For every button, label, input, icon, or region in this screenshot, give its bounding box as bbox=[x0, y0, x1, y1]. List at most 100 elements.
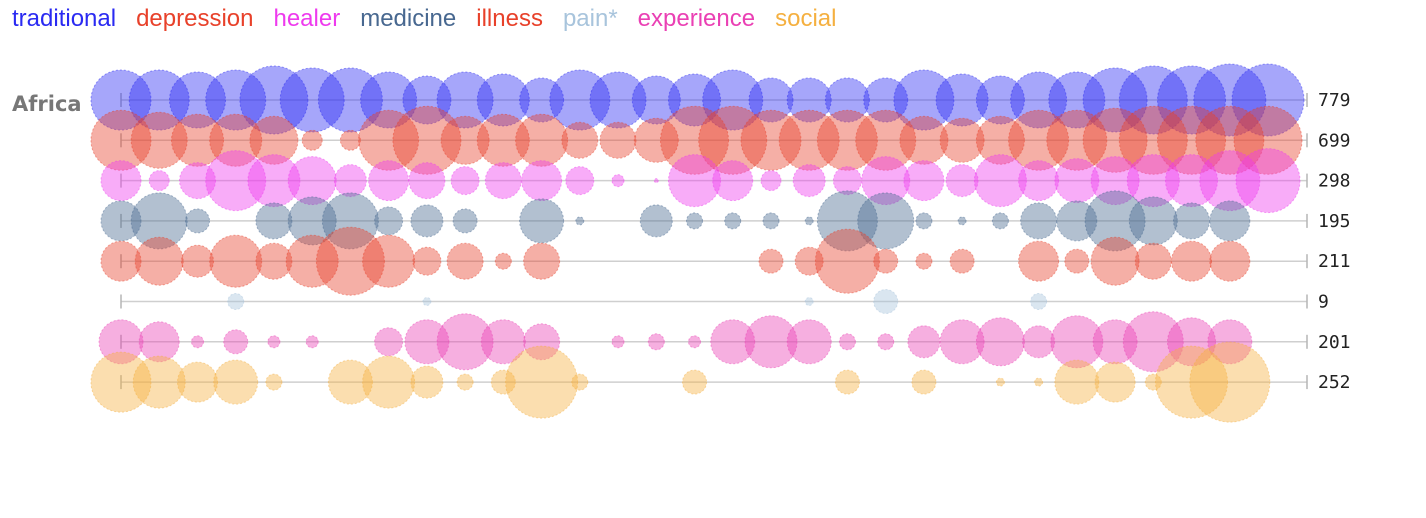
bubble-1-25 bbox=[1046, 109, 1108, 171]
bubble-4-5 bbox=[285, 234, 339, 288]
bubble-1-26 bbox=[1082, 107, 1148, 173]
bubble-1-12 bbox=[561, 121, 599, 159]
bubble-2-11 bbox=[521, 160, 563, 202]
bubble-6-18 bbox=[877, 333, 895, 351]
bubble-0-5 bbox=[279, 67, 345, 133]
bubble-6-8 bbox=[436, 313, 494, 371]
bubble-1-4 bbox=[249, 115, 299, 165]
legend-item-3: medicine bbox=[360, 5, 457, 32]
bubble-6-16 bbox=[786, 319, 832, 365]
bubble-6-0 bbox=[98, 319, 144, 365]
bubble-6-7 bbox=[404, 319, 450, 365]
bubble-7-16 bbox=[1034, 377, 1044, 387]
bubble-6-4 bbox=[267, 335, 281, 349]
bubble-0-29 bbox=[1193, 63, 1267, 137]
bubble-3-5 bbox=[321, 192, 379, 250]
bubble-0-25 bbox=[1048, 71, 1106, 129]
bubble-2-1 bbox=[148, 170, 170, 192]
bubble-6-24 bbox=[1092, 319, 1138, 365]
bubble-0-28 bbox=[1157, 65, 1226, 135]
bubble-6-22 bbox=[1022, 325, 1056, 359]
bubble-6-19 bbox=[907, 325, 941, 359]
bubble-6-17 bbox=[838, 333, 856, 351]
bubble-3-25 bbox=[1173, 202, 1210, 240]
bubble-7-15 bbox=[995, 377, 1005, 387]
bubble-2-3 bbox=[205, 150, 267, 212]
bubble-3-12 bbox=[686, 212, 703, 230]
bubble-7-7 bbox=[410, 365, 444, 399]
bubble-1-21 bbox=[899, 115, 949, 165]
legend: traditional depression healer medicine illne… bbox=[12, 4, 836, 34]
bubble-1-14 bbox=[633, 117, 679, 163]
bubble-5-3 bbox=[873, 289, 899, 314]
bubble-2-8 bbox=[408, 162, 446, 200]
bubble-3-23 bbox=[1084, 190, 1146, 252]
bubble-4-13 bbox=[794, 246, 824, 276]
bubble-7-11 bbox=[571, 373, 589, 391]
row-total-4: 211 bbox=[1318, 251, 1351, 272]
bubble-4-6 bbox=[315, 226, 385, 296]
bubble-2-30 bbox=[1235, 148, 1301, 214]
bubble-6-9 bbox=[480, 319, 526, 365]
bubble-2-17 bbox=[760, 170, 782, 192]
region-label: Africa bbox=[12, 92, 82, 116]
bubble-2-19 bbox=[832, 166, 862, 196]
bubble-2-5 bbox=[287, 156, 337, 206]
bubble-2-29 bbox=[1199, 150, 1261, 212]
bubble-3-10 bbox=[575, 216, 585, 226]
bubble-0-19 bbox=[824, 77, 870, 123]
bubble-1-5 bbox=[301, 129, 323, 151]
bubble-7-13 bbox=[834, 369, 860, 395]
bubble-2-13 bbox=[611, 174, 625, 188]
bubble-0-20 bbox=[863, 77, 909, 123]
bubble-6-21 bbox=[975, 317, 1025, 367]
bubble-1-24 bbox=[1008, 109, 1070, 171]
bubble-2-25 bbox=[1054, 158, 1100, 204]
bubble-3-19 bbox=[957, 216, 967, 226]
bubble-4-8 bbox=[412, 246, 442, 276]
bubble-3-6 bbox=[374, 206, 404, 236]
bubble-6-6 bbox=[374, 327, 404, 357]
bubble-7-4 bbox=[265, 373, 283, 391]
bubble-0-11 bbox=[519, 77, 565, 123]
bubble-2-26 bbox=[1090, 156, 1140, 206]
bubble-0-13 bbox=[589, 71, 647, 129]
bubble-7-19 bbox=[1144, 373, 1162, 391]
bubble-6-10 bbox=[523, 323, 561, 361]
bubble-0-27 bbox=[1118, 65, 1188, 135]
legend-item-5: pain* bbox=[562, 5, 618, 32]
bubble-1-1 bbox=[130, 111, 188, 169]
bubble-1-6 bbox=[339, 129, 361, 151]
row-total-7: 252 bbox=[1318, 372, 1351, 393]
bubble-6-20 bbox=[939, 319, 985, 365]
bubble-2-24 bbox=[1018, 160, 1060, 202]
bubble-1-22 bbox=[939, 117, 985, 163]
bubble-2-21 bbox=[903, 160, 945, 202]
bubble-1-18 bbox=[778, 109, 840, 171]
bubble-2-20 bbox=[861, 156, 911, 206]
bubble-3-17 bbox=[857, 192, 915, 250]
bubble-6-25 bbox=[1122, 311, 1184, 373]
bubble-1-11 bbox=[515, 113, 569, 167]
bubble-4-0 bbox=[100, 240, 142, 282]
bubble-6-1 bbox=[138, 321, 180, 363]
bubble-2-27 bbox=[1126, 154, 1180, 208]
bubble-0-4 bbox=[239, 65, 309, 135]
bubble-0-9 bbox=[436, 71, 494, 129]
bubble-1-7 bbox=[358, 109, 420, 171]
bubble-6-3 bbox=[223, 329, 249, 355]
bubble-0-14 bbox=[631, 75, 681, 125]
bubble-0-24 bbox=[1010, 71, 1068, 129]
bubble-2-9 bbox=[450, 166, 480, 196]
bubble-4-4 bbox=[255, 242, 293, 280]
bubble-0-30 bbox=[1231, 63, 1305, 137]
legend-item-2: healer bbox=[273, 5, 341, 32]
bubble-0-23 bbox=[975, 75, 1025, 125]
bubble-4-14 bbox=[814, 228, 880, 294]
bubble-3-3 bbox=[255, 202, 293, 240]
bubble-3-18 bbox=[915, 212, 933, 230]
bubble-4-10 bbox=[494, 252, 512, 270]
bubble-0-7 bbox=[360, 71, 418, 129]
bubble-5-1 bbox=[422, 297, 432, 306]
bubble-4-1 bbox=[134, 236, 184, 286]
